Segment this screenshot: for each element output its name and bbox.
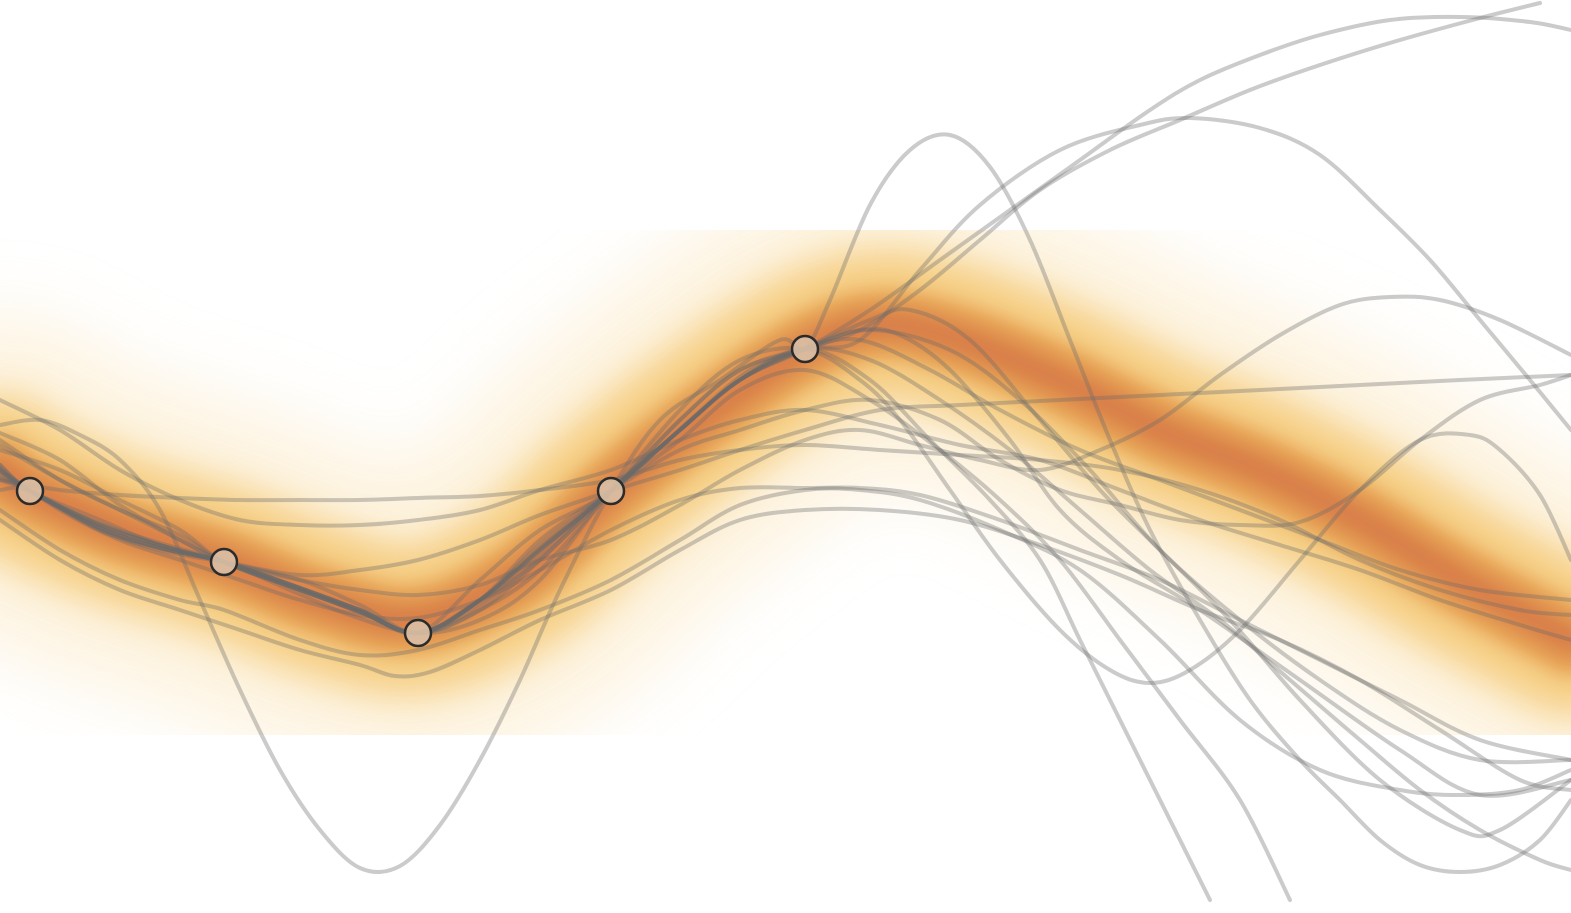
sample-path-11	[0, 486, 1571, 797]
sample-path-8	[0, 398, 1571, 642]
observation-point-5	[790, 334, 820, 364]
sample-path-10	[0, 506, 1571, 792]
sample-path-7	[0, 468, 1571, 762]
observation-point-1	[15, 476, 45, 506]
observation-point-2	[209, 547, 239, 577]
observation-point-3	[403, 618, 433, 648]
observation-markers	[15, 334, 820, 648]
sample-path-15	[0, 294, 1571, 598]
sample-path-9	[0, 443, 1571, 617]
sample-path-12	[0, 14, 1571, 636]
sample-path-16	[0, 373, 1571, 636]
sample-path-3	[0, 345, 1571, 685]
observation-point-4	[596, 476, 626, 506]
